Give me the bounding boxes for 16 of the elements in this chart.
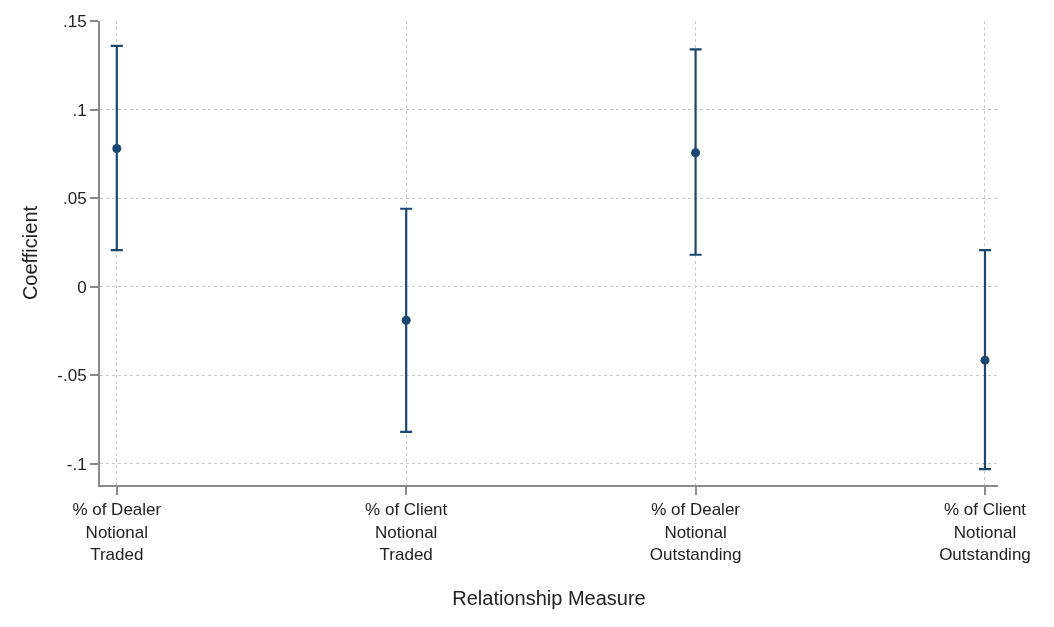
x-tick-label: % of Dealer Notional Outstanding: [649, 500, 742, 564]
x-tick-label: % of Client Notional Traded: [365, 500, 448, 564]
y-tick-label: .15: [62, 11, 87, 31]
y-tick-label: -.1: [66, 454, 87, 474]
y-axis-title: Coefficient: [19, 205, 42, 301]
y-tick-label: .1: [72, 100, 87, 120]
point: [691, 148, 701, 158]
point: [401, 315, 411, 325]
y-tick-label: .05: [62, 189, 87, 209]
x-tick-label: % of Client Notional Outstanding: [939, 500, 1031, 564]
x-tick-label: % of Dealer Notional Traded: [72, 500, 162, 564]
y-tick-label: 0: [77, 277, 87, 297]
x-axis-title: Relationship Measure: [452, 586, 646, 609]
point: [112, 144, 122, 154]
point: [980, 355, 990, 365]
y-tick-label: -.05: [57, 366, 87, 386]
